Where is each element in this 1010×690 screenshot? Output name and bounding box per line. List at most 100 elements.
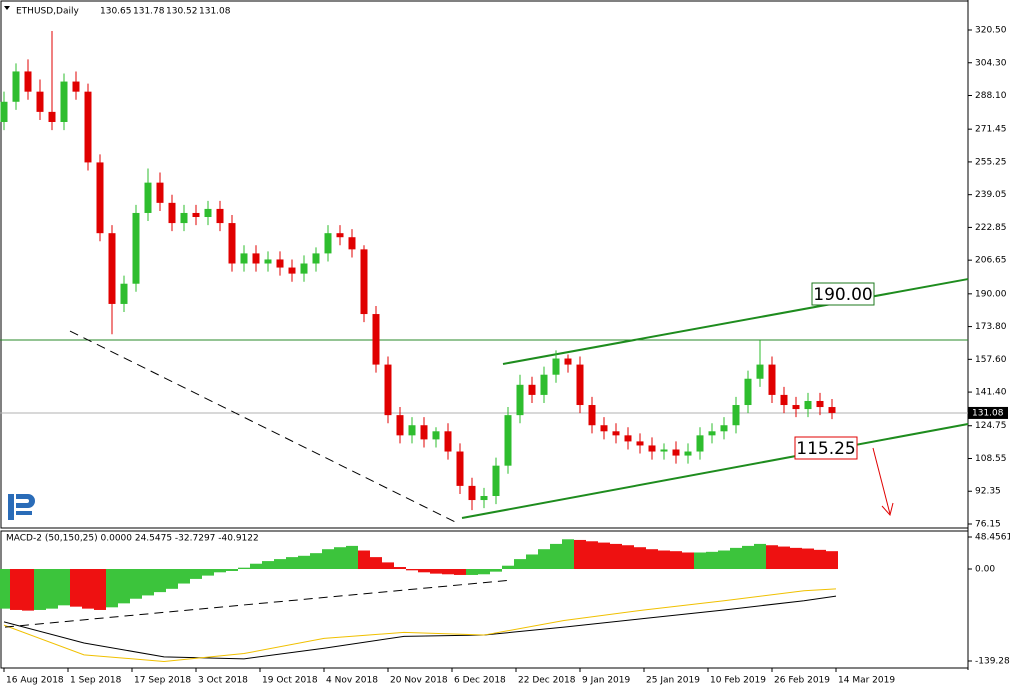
candle-body [756,364,764,379]
histogram-bar [82,569,94,609]
histogram-bar [46,569,58,609]
candle-body [576,364,584,406]
histogram-bar [478,569,490,575]
histogram-bar [370,557,382,570]
candle-body [612,431,620,436]
candle-body [144,182,152,213]
histogram-bar [202,569,214,576]
histogram-bar [550,543,562,570]
x-tick-label: 25 Jan 2019 [646,676,700,686]
y-tick-label: 190.00 [975,289,1007,299]
candle-body [828,407,836,413]
candle-body [12,71,20,102]
candle-body [60,81,68,122]
histogram-bar [94,569,106,610]
histogram-bar [70,569,82,607]
histogram-bar [418,569,430,573]
histogram-bar [178,569,190,584]
x-tick-label: 3 Oct 2018 [198,676,248,686]
candle-body [588,405,596,426]
candle-body [324,233,332,254]
candle-body [456,451,464,486]
histogram-bar [58,569,70,606]
candle-body [780,394,788,406]
annotation-label: 115.25 [796,439,855,459]
histogram-bar [622,545,634,570]
histogram-bar [646,549,658,570]
histogram-bar [574,539,586,570]
candle-body [684,451,692,456]
y-tick-label: 173.80 [975,322,1007,332]
candle-body [384,364,392,416]
histogram-bar [730,547,742,570]
x-tick-label: 10 Feb 2019 [710,676,766,686]
histogram-bar [694,552,706,570]
histogram-bar [190,569,202,579]
candle-body [480,495,488,501]
candle-body [288,267,296,274]
x-tick-label: 1 Sep 2018 [70,676,122,686]
histogram-bar [298,555,310,570]
histogram-bar [586,541,598,570]
candle-body [492,465,500,496]
histogram-bar [214,569,226,573]
histogram-bar [682,552,694,570]
candle-body [228,223,236,264]
candle-body [372,314,380,365]
histogram-bar [706,551,718,570]
last-price-label: 131.08 [972,408,1004,418]
candle-body [816,400,824,408]
y-tick-label: 92.35 [975,487,1001,497]
x-tick-label: 17 Sep 2018 [134,676,191,686]
y-tick-label: 0.00 [975,565,995,575]
y-tick-label: 157.60 [975,355,1007,365]
y-tick-label: 255.25 [975,157,1007,167]
histogram-bar [562,539,574,570]
histogram-bar [322,549,334,570]
candle-body [216,208,224,224]
y-tick-label: 288.10 [975,91,1007,101]
histogram-bar [130,569,142,599]
histogram-bar [454,569,466,575]
histogram-bar [466,569,478,575]
candle-body [444,431,452,452]
histogram-bar [406,569,418,571]
histogram-bar [0,569,10,609]
y-tick-label: 206.65 [975,256,1007,266]
histogram-bar [166,569,178,589]
candle-body [36,91,44,112]
histogram-bar [106,569,118,608]
trendline [502,278,969,365]
symbol-title: ETHUSD,Daily [16,7,79,17]
header-value: 130.52 [166,7,198,17]
y-tick-label: 222.85 [975,223,1007,233]
histogram-bar [658,550,670,570]
menu-arrow [4,6,10,10]
trendline [69,330,456,523]
candle-body [96,162,104,234]
y-tick-label: 76.15 [975,519,1001,529]
trendline [461,423,969,520]
histogram-bar [286,557,298,570]
y-tick-label: 304.30 [975,58,1007,68]
candle-body [408,425,416,436]
candle-body [300,263,308,274]
x-tick-label: 16 Aug 2018 [6,676,64,686]
macd-line [3,595,837,660]
candle-body [624,435,632,442]
y-tick-label: 108.55 [975,454,1007,464]
histogram-bar [814,549,826,570]
histogram-bar [310,553,322,570]
candle-body [600,425,608,432]
candle-body [504,415,512,466]
x-tick-label: 20 Nov 2018 [390,676,448,686]
histogram-bar [598,542,610,570]
histogram-bar [274,559,286,570]
candle-body [420,425,428,440]
histogram-bar [670,551,682,570]
candle-body [336,233,344,238]
candle-body [744,378,752,406]
histogram-bar [778,546,790,570]
histogram-bar [610,543,622,570]
